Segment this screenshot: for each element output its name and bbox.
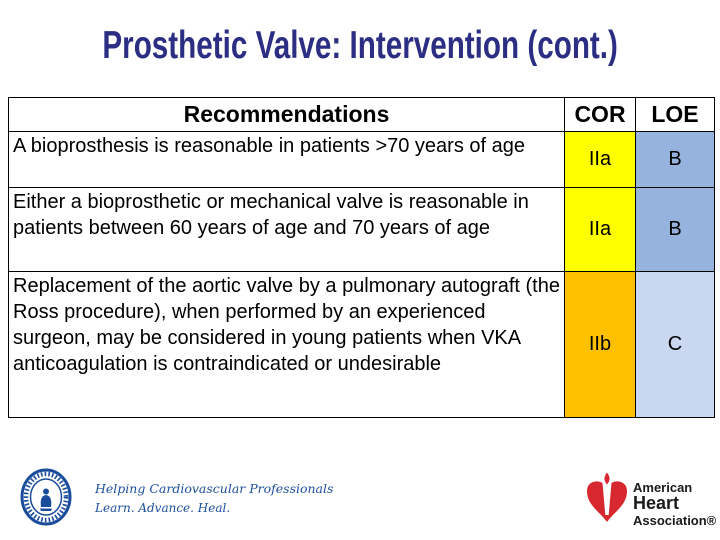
cor-badge: IIa: [564, 131, 636, 188]
page-title-text: Prosthetic Valve: Intervention (cont.): [102, 24, 618, 67]
recommendation-text: A bioprosthesis is reasonable in patient…: [8, 131, 565, 188]
page-title: Prosthetic Valve: Intervention (cont.): [0, 24, 720, 68]
aha-heart-torch-icon: [584, 472, 630, 529]
aha-wordmark-line2: Heart: [633, 493, 680, 513]
recommendations-table: Recommendations COR LOE A bioprosthesis …: [8, 97, 715, 418]
cor-badge: IIb: [564, 271, 636, 418]
acc-tagline-line1: Helping Cardiovascular Professionals: [95, 481, 334, 496]
loe-badge: B: [635, 131, 715, 188]
table-row: Replacement of the aortic valve by a pul…: [8, 271, 715, 418]
column-header-cor: COR: [564, 97, 636, 132]
loe-badge: B: [635, 187, 715, 272]
aha-wordmark-line3: Association®: [633, 513, 717, 528]
aha-wordmark: American Heart Association®: [633, 481, 716, 528]
recommendation-text: Replacement of the aortic valve by a pul…: [8, 271, 565, 418]
column-header-loe: LOE: [635, 97, 715, 132]
acc-tagline: Helping Cardiovascular Professionals Lea…: [95, 481, 333, 516]
table-row: Either a bioprosthetic or mechanical val…: [8, 187, 715, 272]
acc-logo-seal-icon: [20, 468, 72, 531]
cor-badge: IIa: [564, 187, 636, 272]
loe-badge: C: [635, 271, 715, 418]
column-header-recommendations: Recommendations: [8, 97, 565, 132]
acc-tagline-line2: Learn. Advance. Heal.: [95, 501, 231, 515]
table-row: A bioprosthesis is reasonable in patient…: [8, 131, 715, 188]
recommendation-text: Either a bioprosthetic or mechanical val…: [8, 187, 565, 272]
table-header-row: Recommendations COR LOE: [8, 97, 715, 132]
aha-wordmark-line1: American: [633, 480, 693, 495]
